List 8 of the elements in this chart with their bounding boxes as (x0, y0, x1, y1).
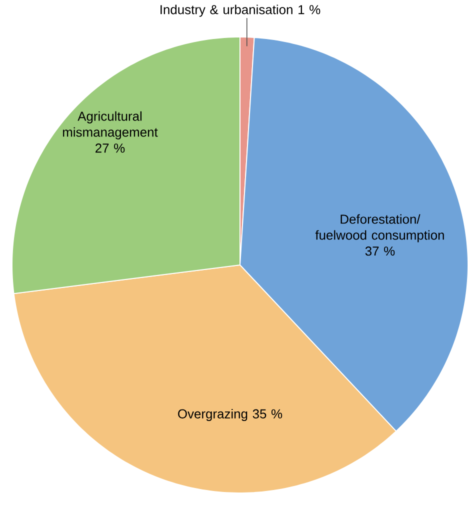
data-label: 35 % (252, 409, 282, 418)
data-label: 37 % (365, 246, 395, 256)
data-label: 1 % (298, 5, 320, 14)
slice-label: Overgrazing (178, 408, 248, 422)
slice-label: Deforestation/ fuelwood consumption (315, 214, 444, 242)
slice-label: Agricultural mismanagement (62, 111, 158, 140)
slice-label: Industry & urbanisation (160, 4, 292, 17)
data-label: 27 % (96, 144, 125, 153)
